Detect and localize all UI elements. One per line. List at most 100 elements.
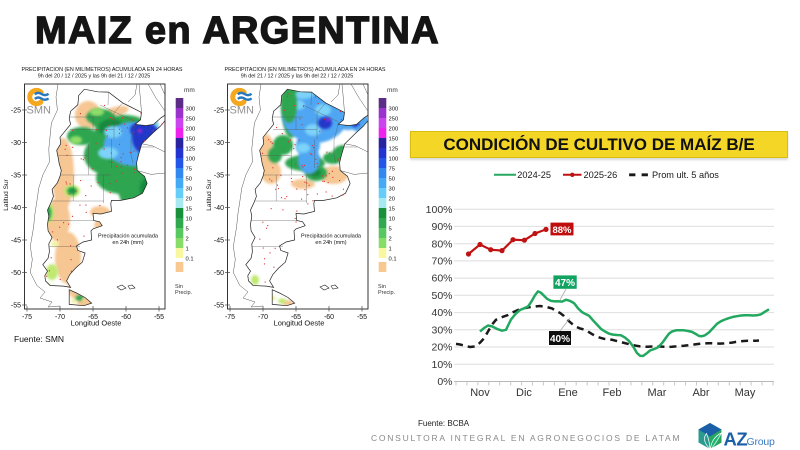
svg-text:Prom ult. 5 años: Prom ult. 5 años [652,170,719,180]
svg-text:10: 10 [186,217,192,223]
svg-text:15: 15 [389,207,395,213]
svg-text:50: 50 [389,177,395,183]
svg-text:0.1: 0.1 [186,257,194,263]
svg-text:20: 20 [389,197,395,203]
svg-text:-50: -50 [214,270,224,277]
svg-text:9h del 20 / 12 / 2025 y las 9: 9h del 20 / 12 / 2025 y las 9h del 21 / … [38,74,150,80]
svg-text:-75: -75 [225,314,235,321]
svg-text:-35: -35 [214,173,224,180]
svg-text:Latitud Sur: Latitud Sur [3,178,10,210]
svg-text:-25: -25 [11,108,21,115]
svg-text:Longitud Oeste: Longitud Oeste [71,319,122,328]
svg-text:Feb: Feb [603,387,622,399]
svg-text:0.1: 0.1 [389,257,397,263]
svg-text:-60: -60 [121,314,131,321]
svg-text:en 24h (mm): en 24h (mm) [112,240,143,246]
svg-text:150: 150 [186,137,196,143]
svg-text:-45: -45 [214,238,224,245]
svg-text:-55: -55 [154,314,164,321]
svg-text:mm: mm [387,87,398,94]
svg-text:90%: 90% [431,221,452,233]
svg-text:-70: -70 [258,314,268,321]
svg-text:100%: 100% [426,204,453,216]
svg-text:May: May [735,387,756,399]
svg-text:50%: 50% [431,290,452,302]
svg-text:Sin: Sin [175,284,183,290]
svg-text:10: 10 [389,217,395,223]
svg-text:-55: -55 [214,303,224,310]
svg-text:88%: 88% [552,225,572,236]
svg-text:100: 100 [389,157,399,163]
svg-text:Precipitación acumulada: Precipitación acumulada [98,234,159,240]
svg-text:300: 300 [186,107,196,113]
svg-text:200: 200 [389,127,399,133]
svg-text:AZ: AZ [724,429,748,450]
svg-text:47%: 47% [555,278,575,289]
svg-text:-70: -70 [55,314,65,321]
svg-text:PRECIPITACION (EN MILIMETROS): PRECIPITACION (EN MILIMETROS) ACUMULADA … [21,67,182,73]
svg-text:250: 250 [186,117,196,123]
svg-text:40%: 40% [550,334,570,345]
svg-text:300: 300 [389,107,399,113]
svg-text:-25: -25 [214,108,224,115]
svg-text:40%: 40% [431,307,452,319]
svg-text:Dic: Dic [516,387,532,399]
svg-text:SMN: SMN [27,105,52,117]
svg-text:Precip.: Precip. [378,290,396,296]
svg-text:30: 30 [389,187,395,193]
svg-text:100: 100 [186,157,196,163]
svg-text:-55: -55 [357,314,367,321]
svg-text:200: 200 [186,127,196,133]
svg-text:20: 20 [186,197,192,203]
svg-text:0%: 0% [437,376,452,388]
svg-text:-50: -50 [11,270,21,277]
svg-text:Ene: Ene [558,387,578,399]
svg-text:150: 150 [389,137,399,143]
svg-text:50: 50 [186,177,192,183]
svg-text:70%: 70% [431,256,452,268]
svg-text:Mar: Mar [648,387,667,399]
svg-text:en 24h (mm): en 24h (mm) [315,240,346,246]
svg-text:30%: 30% [431,324,452,336]
svg-text:30: 30 [186,187,192,193]
svg-text:-40: -40 [11,205,21,212]
svg-text:-40: -40 [214,205,224,212]
svg-text:80%: 80% [431,238,452,250]
svg-text:20%: 20% [431,342,452,354]
svg-text:1: 1 [389,247,392,253]
svg-text:Abr: Abr [692,387,709,399]
svg-text:250: 250 [389,117,399,123]
svg-text:-65: -65 [291,314,301,321]
svg-text:SMN: SMN [230,105,255,117]
svg-text:-55: -55 [11,303,21,310]
svg-text:Latitud Sur: Latitud Sur [206,178,213,210]
svg-text:75: 75 [186,167,192,173]
svg-text:Precip.: Precip. [175,290,193,296]
svg-text:Longitud Oeste: Longitud Oeste [274,319,325,328]
svg-text:Group: Group [747,436,776,448]
svg-text:1: 1 [186,247,189,253]
svg-text:15: 15 [186,207,192,213]
svg-text:2: 2 [186,237,189,243]
svg-text:10%: 10% [431,359,452,371]
svg-text:-30: -30 [11,140,21,147]
svg-text:2024-25: 2024-25 [517,170,551,180]
svg-text:-45: -45 [11,238,21,245]
svg-text:9h del 21 / 12 / 2025 y las 9: 9h del 21 / 12 / 2025 y las 9h del 22 / … [241,74,353,80]
svg-text:-75: -75 [22,314,32,321]
svg-text:125: 125 [186,147,196,153]
svg-text:Sin: Sin [378,284,386,290]
svg-text:Precipitación acumulada: Precipitación acumulada [301,234,362,240]
svg-text:-60: -60 [324,314,334,321]
svg-text:mm: mm [184,87,195,94]
svg-text:5: 5 [186,227,189,233]
svg-text:-30: -30 [214,140,224,147]
svg-text:-35: -35 [11,173,21,180]
svg-text:125: 125 [389,147,399,153]
svg-text:2025-26: 2025-26 [584,170,618,180]
svg-text:PRECIPITACION (EN MILIMETROS): PRECIPITACION (EN MILIMETROS) ACUMULADA … [224,67,385,73]
svg-text:60%: 60% [431,273,452,285]
svg-text:2: 2 [389,237,392,243]
svg-text:5: 5 [389,227,392,233]
svg-text:75: 75 [389,167,395,173]
